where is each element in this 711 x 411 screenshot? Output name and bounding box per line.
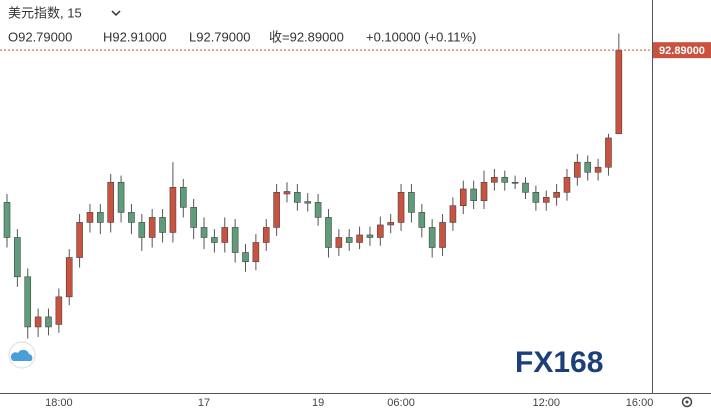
chart-title: 美元指数, 15 bbox=[8, 5, 82, 20]
candle-body bbox=[584, 161, 592, 173]
low-label: L92.79000 bbox=[189, 29, 250, 44]
candle-body bbox=[345, 237, 353, 243]
candle-body bbox=[522, 182, 529, 193]
candle-body bbox=[273, 192, 280, 228]
candle-body bbox=[615, 49, 623, 135]
candle-body bbox=[231, 227, 239, 253]
candle-body bbox=[97, 212, 104, 223]
candle-body bbox=[169, 187, 177, 233]
price-marker-box bbox=[653, 42, 711, 59]
candle-body bbox=[221, 227, 229, 243]
candle-body bbox=[563, 176, 571, 193]
candle-body bbox=[511, 181, 519, 184]
candle-body bbox=[553, 192, 560, 198]
watermark: FX168 bbox=[515, 346, 603, 379]
candle-body bbox=[200, 227, 208, 238]
candle-body bbox=[14, 237, 21, 278]
candle-body bbox=[366, 234, 374, 238]
candle-body bbox=[325, 217, 332, 248]
candle-body bbox=[594, 166, 602, 173]
candle-body bbox=[574, 161, 581, 178]
candle-body bbox=[470, 188, 477, 201]
candle-body bbox=[439, 222, 446, 248]
candle-body bbox=[387, 222, 394, 226]
candle-body bbox=[314, 202, 322, 218]
candle-body bbox=[449, 205, 457, 223]
candle-body bbox=[480, 181, 488, 201]
close-label: 收=92.89000 bbox=[269, 29, 344, 44]
candle-body bbox=[335, 237, 343, 248]
candle-body bbox=[117, 181, 125, 213]
cloud-icon[interactable] bbox=[8, 341, 36, 369]
candle-body bbox=[397, 192, 405, 223]
candle-body bbox=[148, 217, 156, 238]
candle-body bbox=[86, 212, 94, 223]
candle-body bbox=[107, 181, 114, 223]
x-tick-label: 19 bbox=[312, 397, 324, 409]
candle-body bbox=[294, 192, 301, 203]
candle-body bbox=[55, 296, 63, 325]
candle-body bbox=[242, 252, 249, 263]
candle-body bbox=[34, 316, 42, 328]
candle-body bbox=[252, 242, 260, 263]
candle-body bbox=[377, 224, 384, 238]
x-tick-label: 17 bbox=[198, 397, 210, 409]
open-label: O92.79000 bbox=[8, 29, 72, 44]
candle-body bbox=[262, 227, 270, 243]
x-tick-label: 06:00 bbox=[387, 397, 415, 409]
candle-body bbox=[532, 192, 540, 203]
x-tick-label: 12:00 bbox=[532, 397, 560, 409]
x-tick-label: 16:00 bbox=[626, 397, 654, 409]
candle-body bbox=[128, 212, 135, 223]
candle-body bbox=[356, 234, 363, 243]
candle-body bbox=[491, 176, 498, 183]
high-label: H92.91000 bbox=[103, 29, 167, 44]
candle-body bbox=[138, 222, 146, 238]
candle-body bbox=[428, 227, 436, 248]
candle-body bbox=[190, 207, 197, 228]
candle-body bbox=[459, 188, 467, 206]
candle-body bbox=[24, 276, 32, 328]
candle-body bbox=[211, 237, 218, 243]
settings-icon[interactable] bbox=[681, 396, 693, 408]
x-tick-label: 18:00 bbox=[45, 397, 73, 409]
candle-body bbox=[418, 212, 426, 228]
change-label: +0.10000 (+0.11%) bbox=[366, 29, 476, 44]
candle-body bbox=[542, 197, 550, 203]
price-marker-label: 92.89000 bbox=[659, 45, 705, 57]
dropdown-icon[interactable] bbox=[111, 10, 121, 17]
candle-body bbox=[3, 202, 11, 238]
candle-body bbox=[159, 217, 166, 233]
candle-body bbox=[605, 137, 612, 168]
candle-body bbox=[501, 176, 509, 183]
candle-body bbox=[45, 316, 52, 328]
candle-body bbox=[408, 192, 415, 213]
candle-body bbox=[179, 187, 187, 208]
candle-body bbox=[283, 191, 291, 195]
candle-body bbox=[304, 201, 312, 204]
candle-body bbox=[76, 222, 83, 258]
candle-body bbox=[65, 257, 73, 298]
